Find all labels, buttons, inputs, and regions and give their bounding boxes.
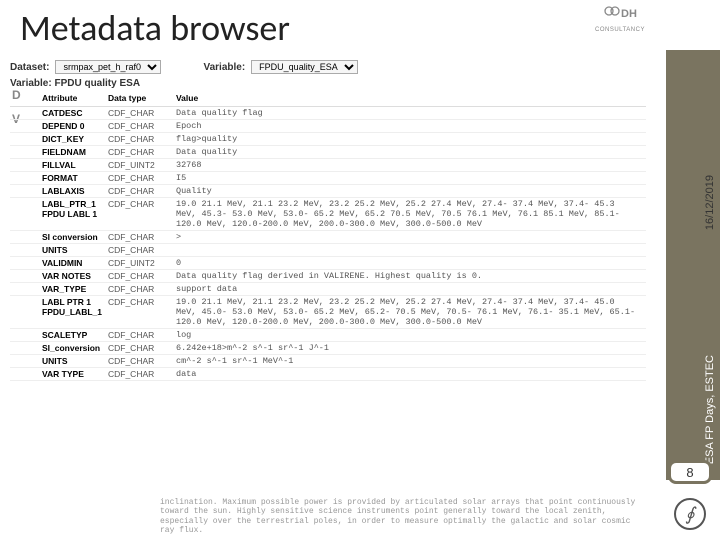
- cell-datatype: CDF_CHAR: [108, 120, 176, 133]
- cell-attribute: SI conversion: [10, 231, 108, 244]
- cell-attribute: DEPEND 0: [10, 120, 108, 133]
- cell-datatype: CDF_CHAR: [108, 185, 176, 198]
- table-row: UNITSCDF_CHAR: [10, 244, 646, 257]
- attributes-table: Attribute Data type Value CATDESCCDF_CHA…: [10, 90, 646, 381]
- cell-attribute: VALIDMIN: [10, 257, 108, 270]
- table-row: VALIDMINCDF_UINT20: [10, 257, 646, 270]
- cell-value: Data quality: [176, 146, 646, 159]
- cell-attribute: FORMAT: [10, 172, 108, 185]
- table-row: LABL PTR 1 FPDU_LABL_1CDF_CHAR 19.0 21.1…: [10, 296, 646, 329]
- brand-text: DH: [621, 8, 637, 20]
- cell-attribute: DICT_KEY: [10, 133, 108, 146]
- page-title: Metadata browser: [20, 6, 290, 50]
- cell-value: Epoch: [176, 120, 646, 133]
- table-row: DEPEND 0CDF_CHAREpoch: [10, 120, 646, 133]
- cell-datatype: CDF_UINT2: [108, 257, 176, 270]
- cell-attribute: SI_conversion: [10, 342, 108, 355]
- cell-attribute: FILLVAL: [10, 159, 108, 172]
- cell-attribute: LABL_PTR_1 FPDU LABL 1: [10, 198, 108, 231]
- table-row: DICT_KEYCDF_CHARflag>quality: [10, 133, 646, 146]
- background-paragraph: inclination. Maximum possible power is p…: [160, 498, 640, 536]
- col-value: Value: [176, 90, 646, 107]
- cell-value: >: [176, 231, 646, 244]
- cell-value: cm^-2 s^-1 sr^-1 MeV^-1: [176, 355, 646, 368]
- cell-value: 6.242e+18>m^-2 s^-1 sr^-1 J^-1: [176, 342, 646, 355]
- variable-subheader: Variable: FPDU quality ESA: [10, 76, 646, 90]
- col-datatype: Data type: [108, 90, 176, 107]
- cell-value: 32768: [176, 159, 646, 172]
- cell-datatype: CDF_CHAR: [108, 133, 176, 146]
- cell-value: Quality: [176, 185, 646, 198]
- variable-label: Variable:: [203, 62, 245, 73]
- cell-datatype: CDF_CHAR: [108, 355, 176, 368]
- right-sidebar: 16/12/2019 ESA FP Days, ESTEC 8 ∮: [658, 0, 720, 540]
- cell-attribute: VAR NOTES: [10, 270, 108, 283]
- brand-subtitle: CONSULTANCY: [595, 27, 645, 33]
- cell-datatype: CDF_CHAR: [108, 231, 176, 244]
- dataset-select[interactable]: srmpax_pet_h_raf0: [55, 60, 161, 74]
- cell-datatype: CDF_CHAR: [108, 244, 176, 257]
- table-row: SI_conversionCDF_CHAR6.242e+18>m^-2 s^-1…: [10, 342, 646, 355]
- cell-value: 19.0 21.1 MeV, 21.1 23.2 MeV, 23.2 25.2 …: [176, 198, 646, 231]
- footer-logo-icon: ∮: [674, 498, 706, 530]
- table-row: FILLVALCDF_UINT232768: [10, 159, 646, 172]
- metadata-browser-panel: Dataset: srmpax_pet_h_raf0 Variable: FPD…: [10, 58, 646, 381]
- cell-attribute: UNITS: [10, 244, 108, 257]
- cell-value: I5: [176, 172, 646, 185]
- cell-value: 0: [176, 257, 646, 270]
- cell-datatype: CDF_CHAR: [108, 329, 176, 342]
- cell-attribute: LABLAXIS: [10, 185, 108, 198]
- table-row: SCALETYPCDF_CHARlog: [10, 329, 646, 342]
- brand-logo: DH CONSULTANCY: [590, 6, 650, 34]
- page-number: 8: [668, 460, 712, 484]
- cell-datatype: CDF_CHAR: [108, 283, 176, 296]
- table-row: LABL_PTR_1 FPDU LABL 1CDF_CHAR 19.0 21.1…: [10, 198, 646, 231]
- slide-conference: ESA FP Days, ESTEC: [704, 355, 716, 464]
- cell-attribute: VAR TYPE: [10, 368, 108, 381]
- table-row: VAR NOTESCDF_CHARData quality flag deriv…: [10, 270, 646, 283]
- table-row: FORMATCDF_CHARI5: [10, 172, 646, 185]
- cell-attribute: LABL PTR 1 FPDU_LABL_1: [10, 296, 108, 329]
- cell-value: Data quality flag: [176, 107, 646, 120]
- dataset-label: Dataset:: [10, 62, 49, 73]
- table-row: UNITSCDF_CHARcm^-2 s^-1 sr^-1 MeV^-1: [10, 355, 646, 368]
- cell-value: Data quality flag derived in VALIRENE. H…: [176, 270, 646, 283]
- cell-attribute: VAR_TYPE: [10, 283, 108, 296]
- cell-datatype: CDF_CHAR: [108, 296, 176, 329]
- cell-attribute: SCALETYP: [10, 329, 108, 342]
- table-row: LABLAXISCDF_CHARQuality: [10, 185, 646, 198]
- cell-value: support data: [176, 283, 646, 296]
- cell-value: 19.0 21.1 MeV, 21.1 23.2 MeV, 23.2 25.2 …: [176, 296, 646, 329]
- cell-attribute: CATDESC: [10, 107, 108, 120]
- variable-select[interactable]: FPDU_quality_ESA: [251, 60, 358, 74]
- cell-datatype: CDF_CHAR: [108, 368, 176, 381]
- cell-datatype: CDF_CHAR: [108, 198, 176, 231]
- cell-value: log: [176, 329, 646, 342]
- slide-date: 16/12/2019: [704, 175, 716, 230]
- table-row: VAR_TYPECDF_CHARsupport data: [10, 283, 646, 296]
- cell-datatype: CDF_CHAR: [108, 342, 176, 355]
- cell-datatype: CDF_CHAR: [108, 172, 176, 185]
- cell-value: flag>quality: [176, 133, 646, 146]
- table-row: VAR TYPECDF_CHARdata: [10, 368, 646, 381]
- table-row: SI conversionCDF_CHAR>: [10, 231, 646, 244]
- cell-datatype: CDF_UINT2: [108, 159, 176, 172]
- table-row: FIELDNAMCDF_CHARData quality: [10, 146, 646, 159]
- cell-value: data: [176, 368, 646, 381]
- cell-datatype: CDF_CHAR: [108, 270, 176, 283]
- cell-datatype: CDF_CHAR: [108, 146, 176, 159]
- col-attribute: Attribute: [10, 90, 108, 107]
- selector-row: Dataset: srmpax_pet_h_raf0 Variable: FPD…: [10, 58, 646, 76]
- table-row: CATDESCCDF_CHARData quality flag: [10, 107, 646, 120]
- cell-value: [176, 244, 646, 257]
- cell-attribute: FIELDNAM: [10, 146, 108, 159]
- cell-attribute: UNITS: [10, 355, 108, 368]
- cell-datatype: CDF_CHAR: [108, 107, 176, 120]
